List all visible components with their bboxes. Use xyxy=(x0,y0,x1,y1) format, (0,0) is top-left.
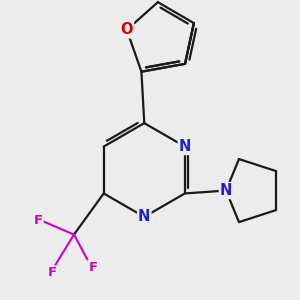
Text: N: N xyxy=(179,139,191,154)
Text: F: F xyxy=(88,261,98,274)
Text: F: F xyxy=(33,214,43,227)
Text: F: F xyxy=(48,266,57,279)
Text: N: N xyxy=(138,209,151,224)
Text: N: N xyxy=(220,183,232,198)
Text: O: O xyxy=(121,22,133,38)
